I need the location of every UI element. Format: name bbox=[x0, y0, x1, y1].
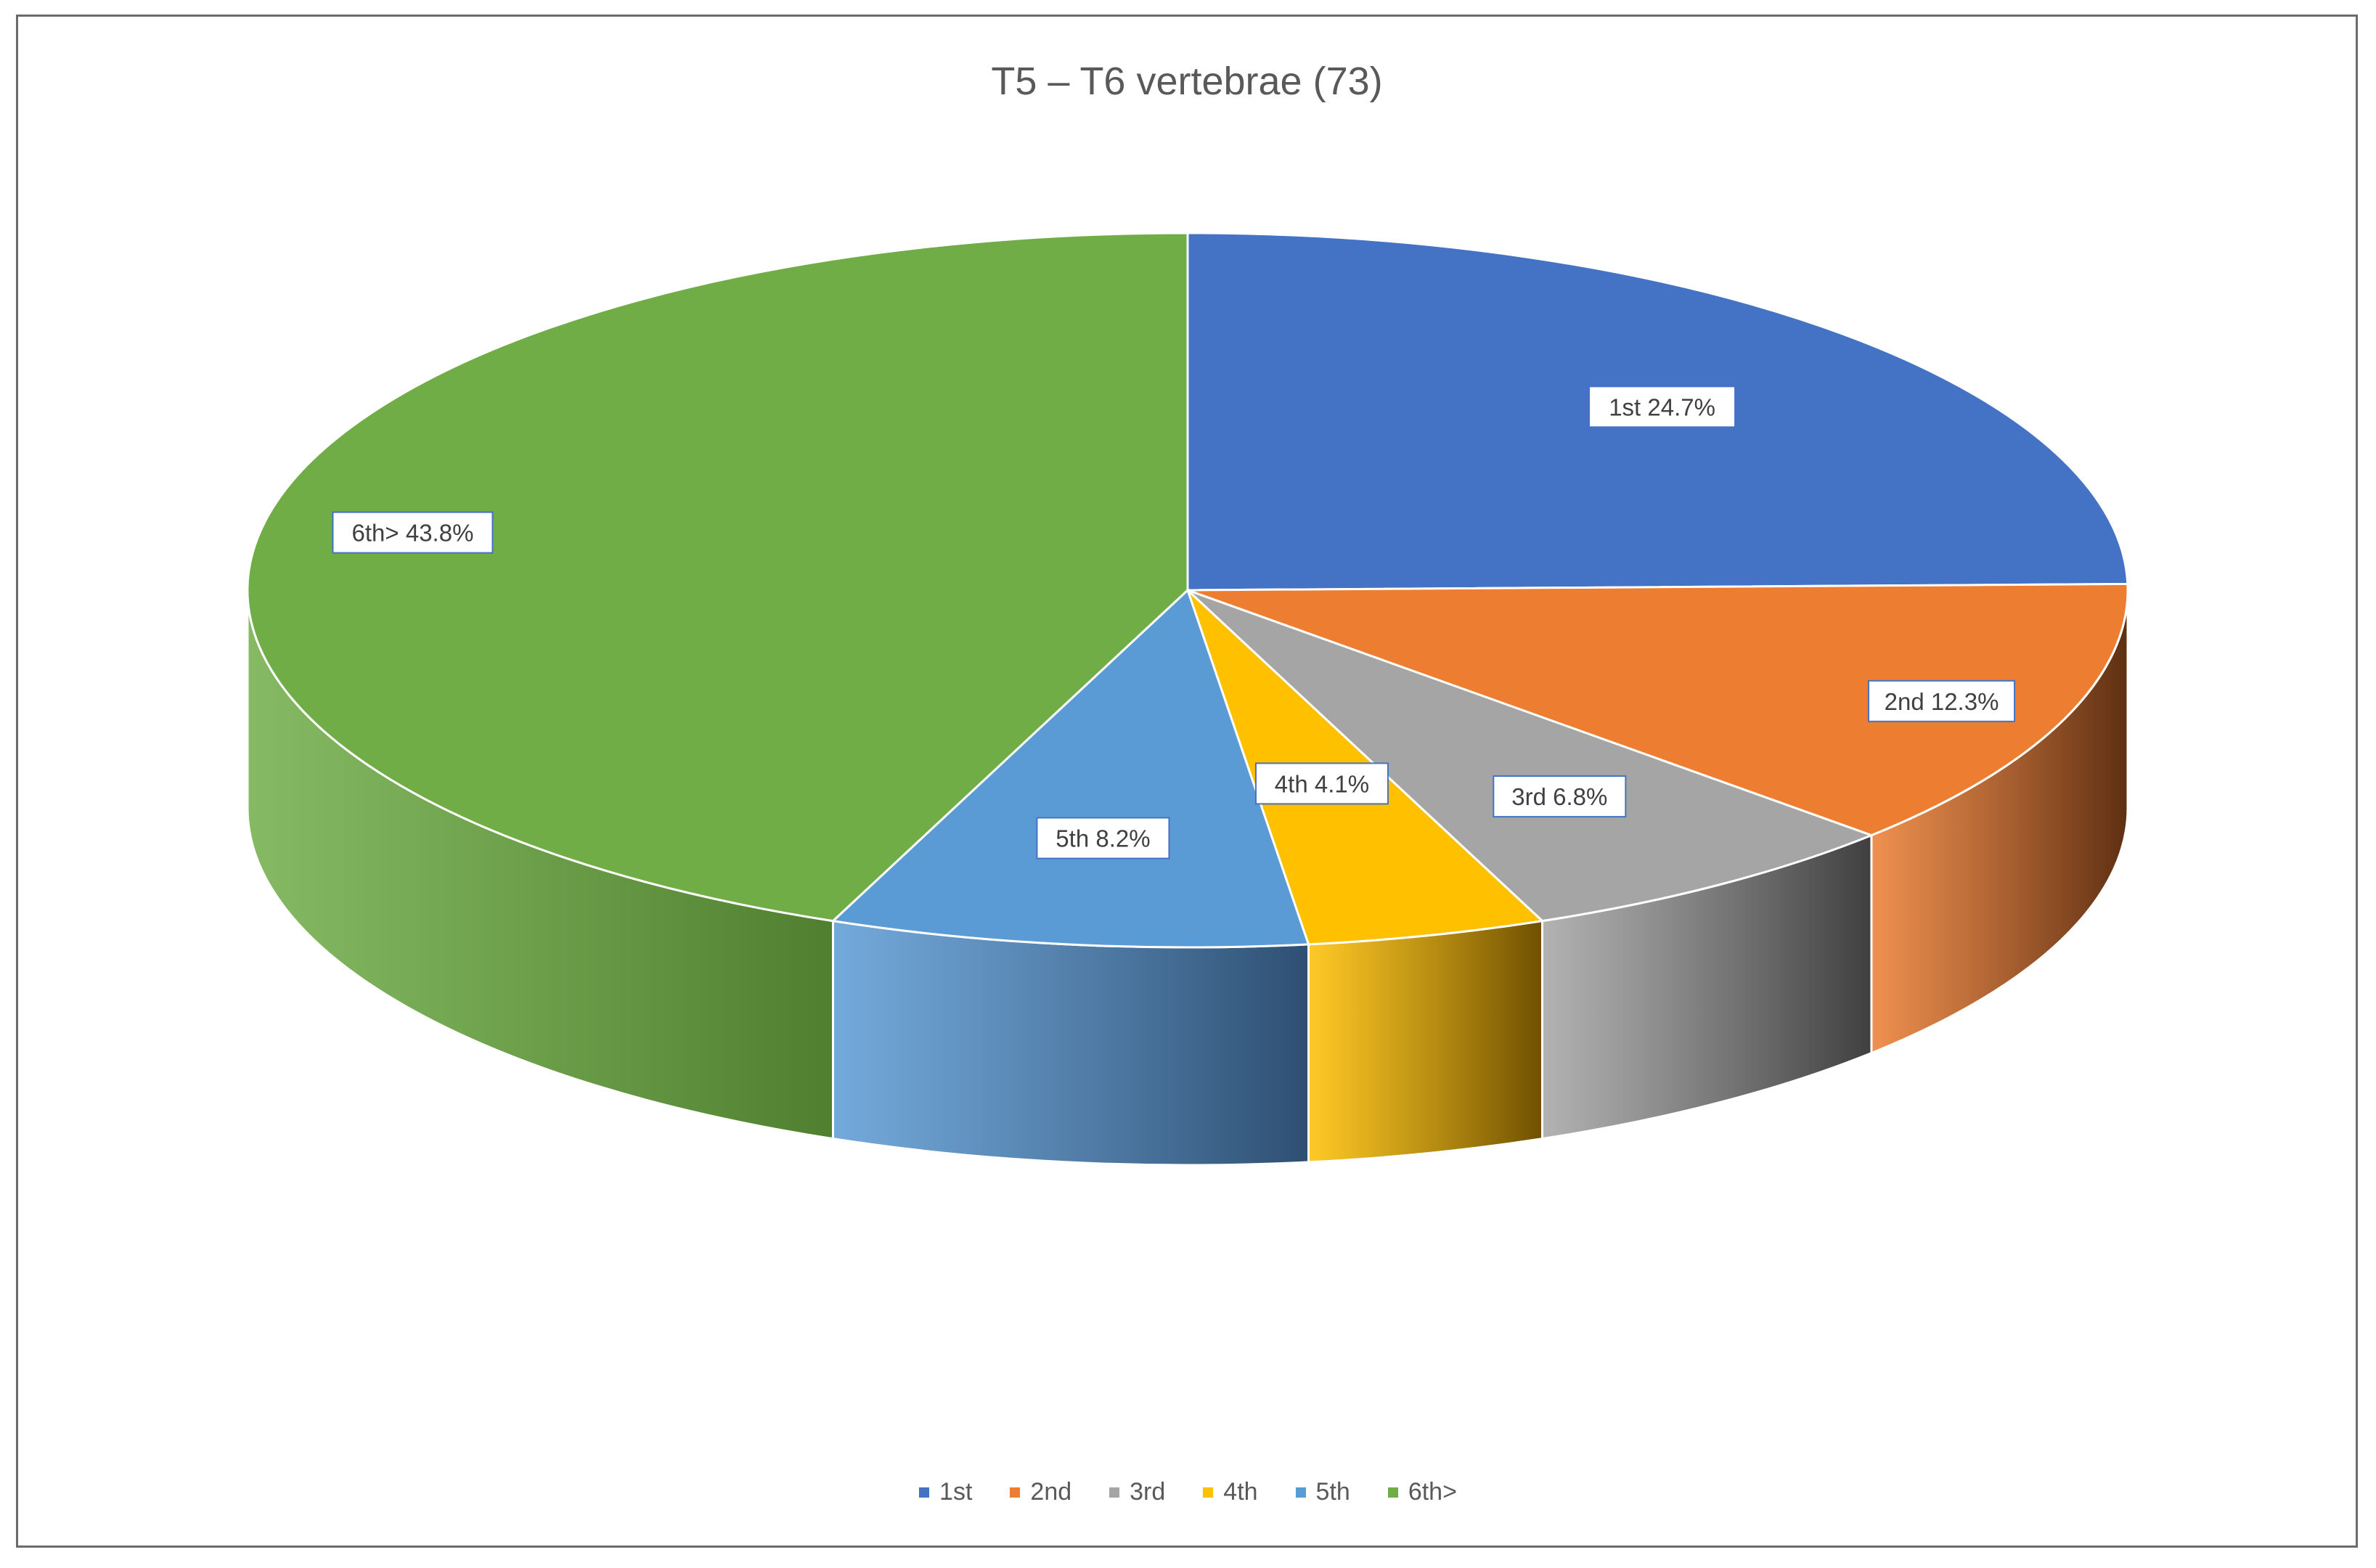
legend-label: 6th> bbox=[1408, 1478, 1457, 1506]
data-label-text: 2nd 12.3% bbox=[1885, 688, 1999, 715]
side-wall-4th bbox=[1307, 919, 1544, 1164]
data-label-text: 4th 4.1% bbox=[1275, 770, 1369, 797]
legend-swatch bbox=[1010, 1487, 1021, 1498]
legend-label: 1st bbox=[939, 1478, 973, 1506]
legend-label: 2nd bbox=[1030, 1478, 1072, 1506]
slice-5th bbox=[831, 589, 1310, 949]
chart-title: T5 – T6 vertebrae (73) bbox=[991, 60, 1383, 103]
legend-swatch bbox=[1109, 1487, 1120, 1498]
data-label-box bbox=[1493, 775, 1627, 818]
data-label-box bbox=[1254, 762, 1389, 805]
pie-side-walls bbox=[246, 589, 2129, 1167]
data-label-text: 1st 24.7% bbox=[1609, 393, 1715, 420]
data-label-4th: 4th 4.1% bbox=[1254, 762, 1389, 805]
legend-item-6th: 6th> bbox=[1387, 1478, 1457, 1506]
legend-item-4th: 4th bbox=[1203, 1478, 1258, 1506]
slice-3rd bbox=[1186, 589, 1873, 923]
data-label-box bbox=[1588, 385, 1736, 428]
data-labels: 1st 24.7% 2nd 12.3% 3rd 6.8% 4th 4.1% 5th 8.… bbox=[332, 385, 2016, 859]
data-label-text: 6th> 43.8% bbox=[352, 520, 474, 547]
legend-label: 4th bbox=[1223, 1478, 1258, 1506]
legend-swatch bbox=[919, 1487, 930, 1498]
legend-item-5th: 5th bbox=[1295, 1478, 1350, 1506]
data-label-1st: 1st 24.7% bbox=[1588, 385, 1736, 428]
data-label-text: 3rd 6.8% bbox=[1511, 783, 1607, 810]
legend-item-1st: 1st bbox=[919, 1478, 972, 1506]
legend-label: 5th bbox=[1315, 1478, 1350, 1506]
data-label-text: 5th 8.2% bbox=[1056, 825, 1150, 852]
data-label-box bbox=[1868, 679, 2016, 722]
data-label-2nd: 2nd 12.3% bbox=[1868, 679, 2016, 722]
chart-legend: 1st 2nd 3rd 4th 5th 6th> bbox=[0, 1478, 2376, 1506]
slice-6th bbox=[246, 232, 1189, 923]
legend-item-2nd: 2nd bbox=[1010, 1478, 1071, 1506]
pie-top-faces bbox=[246, 232, 2129, 949]
data-label-3rd: 3rd 6.8% bbox=[1493, 775, 1627, 818]
legend-item-3rd: 3rd bbox=[1109, 1478, 1165, 1506]
data-label-box bbox=[1036, 817, 1170, 859]
slice-2nd bbox=[1186, 582, 2129, 837]
legend-swatch bbox=[1295, 1487, 1306, 1498]
data-label-box bbox=[332, 511, 494, 554]
side-wall-5th bbox=[831, 919, 1310, 1167]
data-label-6th: 6th> 43.8% bbox=[332, 511, 494, 554]
legend-swatch bbox=[1387, 1487, 1398, 1498]
legend-swatch bbox=[1203, 1487, 1214, 1498]
data-label-5th: 5th 8.2% bbox=[1036, 817, 1170, 859]
legend-label: 3rd bbox=[1130, 1478, 1166, 1506]
